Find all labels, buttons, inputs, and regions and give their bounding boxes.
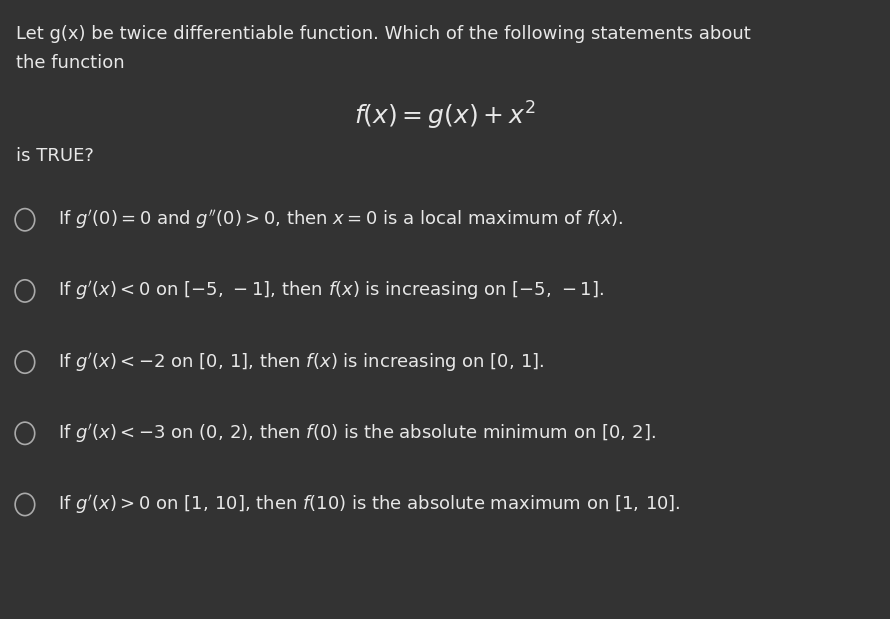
Text: the function: the function bbox=[16, 54, 125, 72]
Text: Let g(x) be twice differentiable function. Which of the following statements abo: Let g(x) be twice differentiable functio… bbox=[16, 25, 751, 43]
Text: If $g'(x) < 0$ on $[-5,\,-1]$, then $\mathit{f}(x)$ is increasing on $[-5,\,-1]$: If $g'(x) < 0$ on $[-5,\,-1]$, then $\ma… bbox=[58, 279, 603, 303]
Text: $\mathit{f}(x) = g(x) + x^2$: $\mathit{f}(x) = g(x) + x^2$ bbox=[354, 100, 536, 132]
Text: is TRUE?: is TRUE? bbox=[16, 147, 94, 165]
Text: If $g'(x) > 0$ on $[1,\,10]$, then $\mathit{f}(10)$ is the absolute maximum on $: If $g'(x) > 0$ on $[1,\,10]$, then $\mat… bbox=[58, 493, 681, 516]
Text: If $g'(x) < -3$ on $(0,\,2)$, then $\mathit{f}(0)$ is the absolute minimum on $[: If $g'(x) < -3$ on $(0,\,2)$, then $\mat… bbox=[58, 422, 656, 445]
Text: If $g'(0) = 0$ and $g''(0) > 0$, then $x = 0$ is a local maximum of $\mathit{f}(: If $g'(0) = 0$ and $g''(0) > 0$, then $x… bbox=[58, 208, 623, 232]
Text: If $g'(x) < -2$ on $[0,\,1]$, then $\mathit{f}(x)$ is increasing on $[0,\,1]$.: If $g'(x) < -2$ on $[0,\,1]$, then $\mat… bbox=[58, 350, 545, 374]
